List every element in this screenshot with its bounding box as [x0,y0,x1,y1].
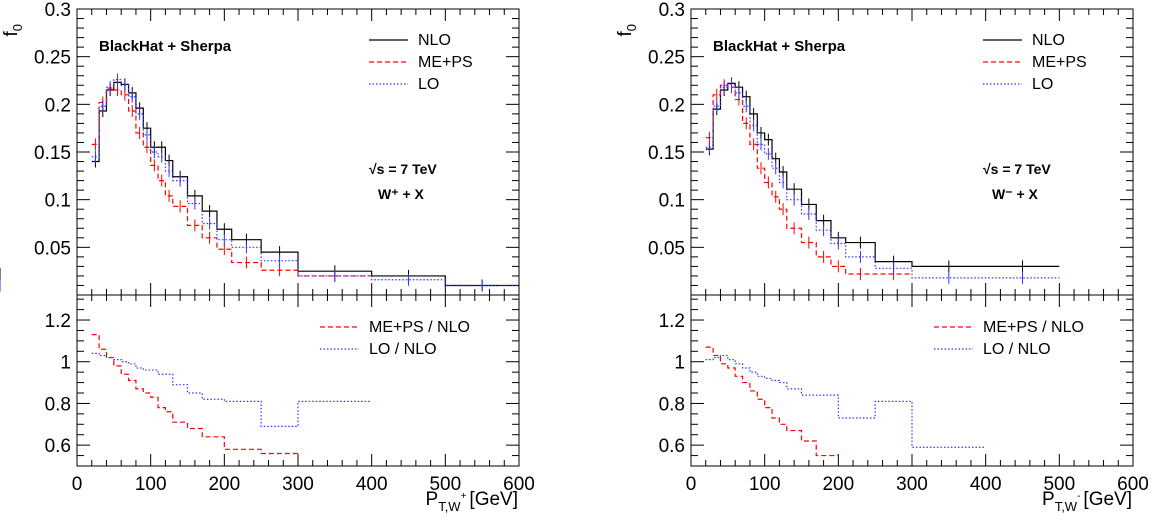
ratio-legend-label-me-ps-nlo: ME+PS / NLO [369,319,470,336]
annotation-process: W⁻ + X [992,186,1039,202]
y-axis-label-main: f [1,31,22,37]
top-panel-ytick-label: 0.2 [45,95,71,116]
ratio-series-lo-nlo-line [705,354,986,448]
y-axis-label-sub: 0 [10,24,25,31]
x-axis-label-sup: - [1077,491,1080,502]
annotation-energy: √s = 7 TeV [983,161,1051,177]
x-axis-label-sub: T,W [438,499,461,514]
ratio-panel-xtick-label: 400 [356,474,388,495]
top-panel-ytick-label: 0.15 [648,143,685,164]
annotation-energy: √s = 7 TeV [369,161,437,177]
y-axis-label: f0 [615,24,639,37]
x-axis-label-main: P [1042,489,1055,510]
ratio-panel-ytick-label: 0.6 [659,436,685,457]
ratio-panel-ytick-label: 1.2 [659,311,685,332]
top-panel-ytick-label: 0.3 [659,0,685,21]
legend-label-lo: LO [1032,76,1053,93]
ratio-panel-xtick-label: 500 [1043,474,1075,495]
ratio-panel-xtick-label: 600 [503,474,535,495]
top-panel-ytick-label: 0.2 [659,95,685,116]
ratio-panel-ytick-label: 1 [60,353,71,374]
ratio-legend-label-lo-nlo: LO / NLO [369,341,437,358]
y-axis-label-sub: 0 [624,24,639,31]
ratio-panel-xtick-label: 100 [135,474,167,495]
ratio-panel-xtick-label: 100 [749,474,781,495]
annotation-process: W⁺ + X [378,186,425,202]
x-axis-label-sub: T,W [1055,499,1078,514]
ratio-legend-label-me-ps-nlo: ME+PS / NLO [983,319,1084,336]
ratio-panel-ytick-label: 0.8 [659,394,685,415]
x-axis-label-main: P [426,489,439,510]
legend-label-nlo: NLO [418,32,451,49]
x-axis-label-unit: [GeV] [1083,489,1132,510]
legend-label-me-ps: ME+PS [418,54,473,71]
legend-label-nlo: NLO [1032,32,1065,49]
ratio-panel-ytick-label: 0.6 [45,436,71,457]
legend-label-me-ps: ME+PS [1032,54,1087,71]
x-axis-label-sup: + [461,491,467,502]
top-series-me-ps-line [91,87,372,277]
top-series-nlo-line [706,83,1133,274]
ratio-panel-xtick-label: 200 [822,474,854,495]
top-panel-ytick-label: 0.1 [45,191,71,212]
top-series-me-ps-line [705,84,912,275]
ratio-panel-ytick-label: 1 [674,353,685,374]
top-panel-ytick-label: 0.05 [648,238,685,259]
ratio-panel-xtick-label: 200 [208,474,240,495]
ratio-panel-xtick-label: 300 [282,474,314,495]
ratio-series-lo-nlo-line [91,352,372,427]
ratio-panel-xtick-label: 0 [72,474,83,495]
annotation-title: BlackHat + Sherpa [99,38,232,55]
legend-label-lo: LO [418,76,439,93]
ratio-panel-xtick-label: 400 [970,474,1002,495]
top-panel-ytick-label: 0.25 [648,48,685,69]
top-panel-ytick-label: 0.1 [659,191,685,212]
ratio-legend-label-lo-nlo: LO / NLO [983,341,1051,358]
top-series-nlo-line [91,81,519,287]
y-axis-label-main: f [615,31,636,37]
ratio-panel-ytick-label: 0.8 [45,394,71,415]
top-panel-ytick-label: 0.25 [34,48,71,69]
y-axis-label: f0 [1,24,25,37]
ratio-panel-xtick-label: 300 [896,474,928,495]
top-series-lo-line [91,78,519,287]
x-axis-label: PT,W- [GeV] [1042,489,1132,514]
x-axis-label-unit: [GeV] [469,489,518,510]
top-panel-ytick-label: 0.3 [45,0,71,21]
ratio-series-me-ps-nlo-line [705,346,839,457]
ratio-panel-xtick-label: 500 [429,474,461,495]
ratio-panel-xtick-label: 600 [1117,474,1149,495]
ratio-panel-xtick-label: 0 [686,474,697,495]
ratio-series-me-ps-nlo-line [91,334,298,455]
ratio-panel-ytick-label: 1.2 [45,311,71,332]
top-series-lo-line [705,83,1060,279]
top-panel-ytick-label: 0.15 [34,143,71,164]
x-axis-label: PT,W+ [GeV] [426,489,519,514]
top-panel-ytick-label: 0.05 [34,238,71,259]
annotation-title: BlackHat + Sherpa [713,38,846,55]
